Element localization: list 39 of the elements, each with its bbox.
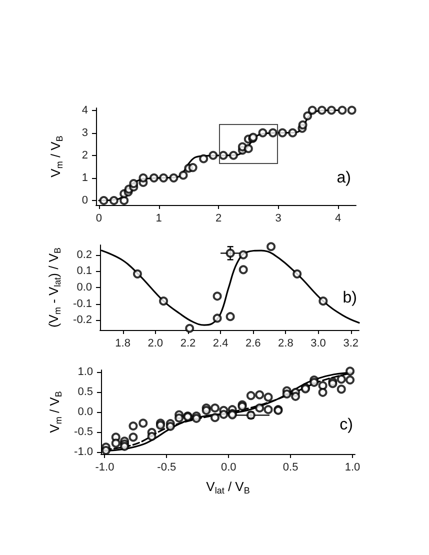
y-tick-label: 0.0 xyxy=(78,406,93,418)
y-axis-title: Vm / VB xyxy=(48,136,64,178)
x-tick-label: 0 xyxy=(96,212,102,224)
x-tick-label: -0.5 xyxy=(157,462,176,474)
x-tick-label: 2.0 xyxy=(148,338,164,350)
x-tick-label: 1.8 xyxy=(115,338,130,350)
y-tick-label: 0.2 xyxy=(76,248,92,261)
annotation: b) xyxy=(342,290,358,306)
x-tick-label: 1.0 xyxy=(344,462,360,474)
x-tick-label: 3.0 xyxy=(310,338,326,350)
x-tick-label: 2.2 xyxy=(180,338,196,350)
x-tick-label: 3.2 xyxy=(343,338,359,350)
y-tick-label: 0.0 xyxy=(76,282,92,294)
annotation: c) xyxy=(340,416,353,434)
x-tick-label: 0.0 xyxy=(220,462,236,474)
y-tick-label: -0.5 xyxy=(74,426,93,438)
x-tick-label: 1 xyxy=(156,212,162,224)
x-tick-label: 2.4 xyxy=(212,338,228,350)
y-tick-label: 2 xyxy=(82,149,88,162)
y-axis-title: (Vm - Vlat) / VB xyxy=(46,247,63,328)
y-tick-label: -1.0 xyxy=(74,446,93,458)
y-tick-label: 4 xyxy=(82,104,88,116)
y-tick-label: 0.1 xyxy=(76,265,92,278)
y-tick-label: -0.2 xyxy=(73,314,92,326)
y-tick-label: 1 xyxy=(82,172,88,184)
y-axis-title: Vm / VB xyxy=(47,391,64,433)
y-tick-label: 1.0 xyxy=(78,366,93,378)
x-tick-label: 3 xyxy=(275,212,282,224)
y-tick-label: 0.5 xyxy=(78,386,93,398)
y-tick-label: 0 xyxy=(82,194,88,206)
x-tick-label: 2.8 xyxy=(278,338,294,350)
y-tick-label: -0.1 xyxy=(73,298,92,310)
x-tick-label: 4 xyxy=(335,212,342,224)
x-tick-label: 0.5 xyxy=(282,462,298,474)
x-tick-label: -1.0 xyxy=(95,462,114,474)
annotation: a) xyxy=(336,170,352,186)
x-tick-label: 2.6 xyxy=(245,338,261,350)
y-tick-label: 3 xyxy=(82,126,88,139)
x-tick-label: 2 xyxy=(215,212,222,224)
